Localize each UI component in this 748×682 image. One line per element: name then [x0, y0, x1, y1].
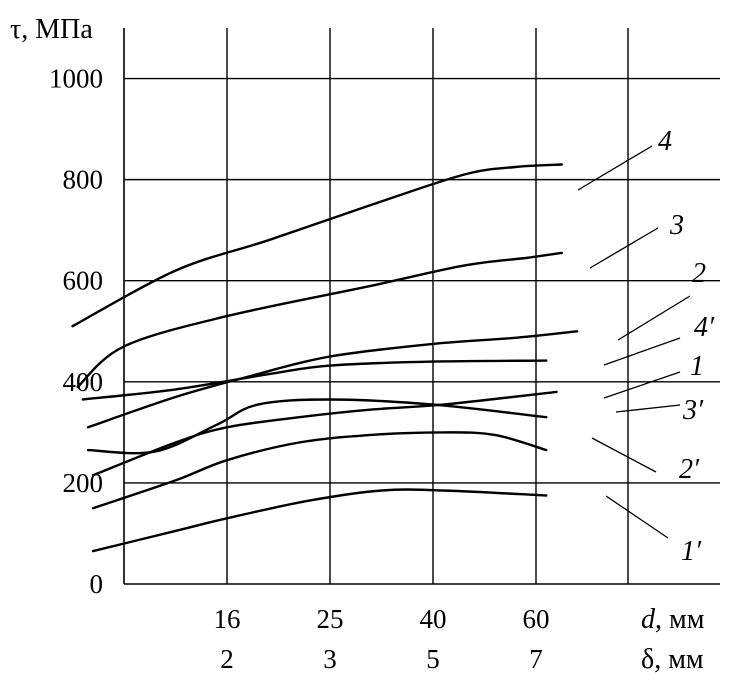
- x-tick-label-d: 25: [317, 604, 344, 634]
- series-leader-8: [605, 495, 669, 539]
- x-axis-label-d: d, мм: [641, 604, 705, 635]
- series-label-8: 1′: [681, 536, 702, 567]
- series-label-5: 1: [690, 351, 704, 382]
- series-leader-1: [577, 145, 653, 191]
- series-label-7: 2′: [679, 454, 700, 485]
- series-label-4: 4′: [694, 312, 715, 343]
- grid: [124, 28, 720, 584]
- series-label-3: 2: [692, 258, 706, 289]
- series-leader-6: [615, 404, 681, 413]
- series-label-6: 3′: [682, 395, 704, 426]
- x-tick-label-delta: 5: [426, 644, 440, 674]
- series-labels: 4 32 4′ 1 3′ 2′ 1′: [658, 126, 715, 567]
- x-axis-label-delta-unit: , мм: [654, 644, 704, 675]
- series-leader-4: [603, 337, 681, 366]
- x-axis-label-delta: δ, мм: [641, 644, 704, 675]
- series-line-7: [91, 431, 548, 510]
- x-tick-label-delta: 7: [529, 644, 543, 674]
- series-line-1: [71, 163, 563, 328]
- series-line-4: [81, 359, 548, 401]
- series-leader-5: [603, 371, 681, 399]
- y-tick-label: 0: [90, 569, 104, 599]
- y-tick-label: 1000: [49, 64, 103, 94]
- x-tick-label-d: 16: [214, 604, 241, 634]
- x-axis-label-d-symbol: d: [641, 604, 656, 635]
- series-line-6: [91, 390, 558, 477]
- y-tick-label: 800: [63, 165, 104, 195]
- x-tick-label-delta: 2: [220, 644, 234, 674]
- x-tick-label-d: 40: [420, 604, 447, 634]
- series-lines: [71, 163, 579, 553]
- series-line-5: [86, 398, 548, 455]
- series-line-3: [86, 330, 579, 429]
- label-leaders: [577, 145, 691, 539]
- x-axis-label-d-unit: , мм: [655, 604, 705, 635]
- x-tick-labels: 16 2 25 3 40 5 60 7: [214, 604, 550, 674]
- series-line-2: [76, 251, 563, 389]
- x-tick-label-delta: 3: [323, 644, 337, 674]
- series-label-2: 3: [669, 210, 684, 241]
- y-axis-label: τ, МПа: [10, 14, 93, 45]
- y-tick-label: 600: [63, 266, 104, 296]
- series-label-1: 4: [658, 126, 672, 157]
- y-tick-label: 200: [63, 468, 104, 498]
- series-line-8: [91, 488, 548, 553]
- x-tick-label-d: 60: [523, 604, 550, 634]
- axes: [123, 28, 720, 585]
- x-axis-label-delta-symbol: δ: [641, 644, 654, 675]
- series-leader-2: [589, 227, 659, 269]
- series-leader-3: [617, 295, 691, 341]
- series-leader-7: [591, 437, 657, 473]
